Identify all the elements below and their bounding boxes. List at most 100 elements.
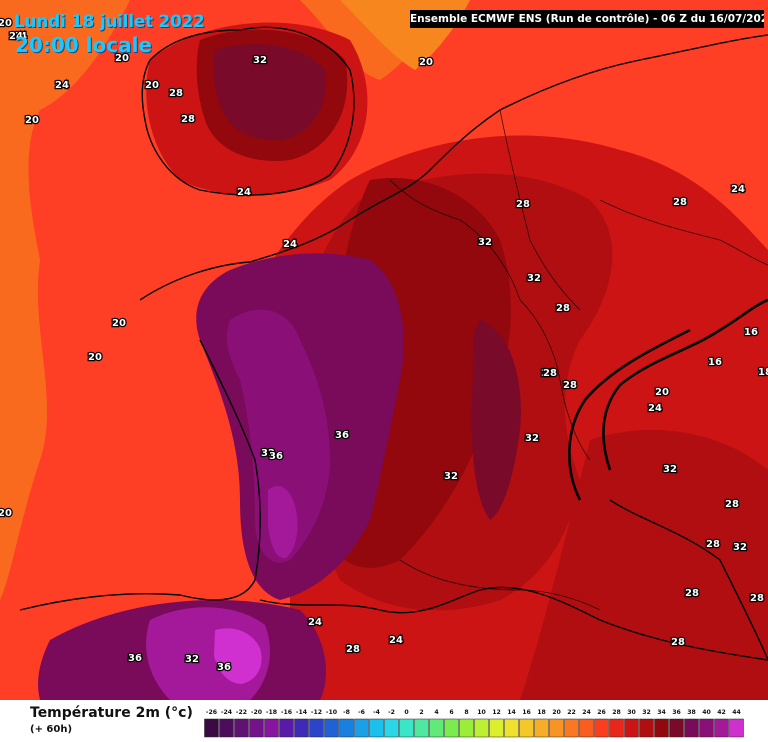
isotherm-value-label: 20 (112, 318, 126, 329)
scale-color-swatch (249, 718, 264, 738)
scale-color-swatch (639, 718, 654, 738)
isotherm-value-label: 24 (731, 184, 745, 195)
isotherm-value-label: 20 (88, 352, 102, 363)
isotherm-value-label: 16 (708, 357, 722, 368)
scale-tick-label: -22 (236, 709, 247, 716)
isotherm-value-label: 32 (444, 471, 458, 482)
scale-color-swatch (669, 718, 684, 738)
scale-tick-label: 34 (657, 709, 666, 716)
isotherm-value-label: 20 (655, 387, 669, 398)
isotherm-value-label: 24 (389, 635, 403, 646)
forecast-local-time: 20:00 locale (15, 33, 152, 57)
isotherm-value-label: 28 (543, 368, 557, 379)
scale-color-swatch (219, 718, 234, 738)
isotherm-value-label: 28 (673, 197, 687, 208)
color-scale: -26 -24 -22 -20 -18 -16 -14 -12 -10 -8 -6 -4 -2 0 2 4 6 8… (204, 709, 744, 738)
iberia-core-zone (214, 628, 262, 684)
isotherm-value-label: 24 (308, 617, 322, 628)
scale-tick-label: 36 (672, 709, 681, 716)
scale-color-swatch (204, 718, 219, 738)
country-borders (389, 109, 768, 611)
isotherm-value-label: 28 (541, 368, 555, 379)
scale-tick-label: -2 (388, 709, 395, 716)
scale-tick-label: 18 (537, 709, 546, 716)
scale-tick-label: 20 (552, 709, 561, 716)
scale-color-swatch (474, 718, 489, 738)
forecast-date: Lundi 18 juillet 2022 (14, 12, 205, 32)
temperature-map: 3228282424202024202020202024283232282824… (0, 0, 768, 700)
isotherm-value-label: 28 (685, 588, 699, 599)
scale-color-swatch (729, 718, 744, 738)
scale-color-swatch (549, 718, 564, 738)
isotherm-value-label: 32 (253, 55, 267, 66)
isotherm-value-label: 32 (185, 654, 199, 665)
scale-tick-label: 26 (597, 709, 606, 716)
isotherm-value-label: 36 (335, 430, 349, 441)
isotherm-value-label: 18 (758, 367, 768, 378)
scale-color-swatch (654, 718, 669, 738)
southwest-peak-zone (268, 486, 298, 559)
scale-color-swatch (279, 718, 294, 738)
alpine-ridge-line (602, 298, 768, 471)
isotherm-value-label: 16 (744, 327, 758, 338)
rhone-hot-zone (471, 320, 521, 520)
isotherm-value-label: 24 (283, 239, 297, 250)
scale-tick-label: 16 (522, 709, 531, 716)
scale-color-swatch (399, 718, 414, 738)
isotherm-value-label: 28 (671, 637, 685, 648)
isotherm-value-label: 28 (563, 380, 577, 391)
scale-color-swatch (684, 718, 699, 738)
isotherm-label-layer: 3228282424202024202020202024283232282824… (0, 17, 768, 675)
scale-color-swatch (459, 718, 474, 738)
scale-color-swatch (504, 718, 519, 738)
isotherm-value-label: 28 (516, 199, 530, 210)
southwest-extreme-zone (226, 309, 330, 563)
isotherm-value-label: 32 (261, 448, 275, 459)
scale-tick-label: -4 (373, 709, 381, 716)
scale-tick-label: 4 (434, 709, 439, 716)
scale-color-swatch (594, 718, 609, 738)
coastlines (19, 26, 768, 661)
isotherm-value-label: 20 (419, 57, 433, 68)
scale-color-swatch (579, 718, 594, 738)
scale-tick-label: -8 (343, 709, 350, 716)
isotherm-value-label: 28 (346, 644, 360, 655)
scale-tick-label: -18 (266, 709, 277, 716)
isotherm-value-label: 28 (169, 88, 183, 99)
scale-color-swatch (429, 718, 444, 738)
scale-tick-label: -12 (311, 709, 322, 716)
scale-color-swatch (384, 718, 399, 738)
scale-color-swatch (414, 718, 429, 738)
scale-color-swatch (294, 718, 309, 738)
scale-tick-label: -6 (358, 709, 365, 716)
scale-color-swatch (354, 718, 369, 738)
scale-tick-label: 42 (717, 709, 726, 716)
scale-color-swatch (234, 718, 249, 738)
isotherm-value-label: 32 (527, 273, 541, 284)
scale-tick-label: -16 (281, 709, 292, 716)
scale-tick-label: -20 (251, 709, 263, 716)
legend-forecast-hour: (+ 60h) (30, 724, 73, 735)
isotherm-value-label: 32 (663, 464, 677, 475)
isotherm-value-label: 36 (128, 653, 142, 664)
scale-color-swatch (489, 718, 504, 738)
isotherm-value-label: 28 (725, 499, 739, 510)
scale-tick-label: -14 (296, 709, 308, 716)
scale-color-swatch (699, 718, 714, 738)
scale-tick-label: 6 (449, 709, 453, 716)
scale-color-swatch (714, 718, 729, 738)
isotherm-value-label: 32 (733, 542, 747, 553)
scale-color-swatch (609, 718, 624, 738)
scale-tick-label: 8 (464, 709, 468, 716)
isotherm-value-label: 24 (55, 80, 69, 91)
scale-tick-label: 2 (419, 709, 423, 716)
isotherm-value-label: 20 (115, 53, 129, 64)
isotherm-value-label: 20 (0, 18, 12, 29)
scale-color-swatch (444, 718, 459, 738)
alpine-ridge-line-2 (568, 328, 691, 501)
isotherm-value-label: 28 (181, 114, 195, 125)
scale-color-swatch (564, 718, 579, 738)
scale-tick-label: 40 (702, 709, 711, 716)
scale-color-swatch (624, 718, 639, 738)
scale-tick-label: 22 (567, 709, 576, 716)
